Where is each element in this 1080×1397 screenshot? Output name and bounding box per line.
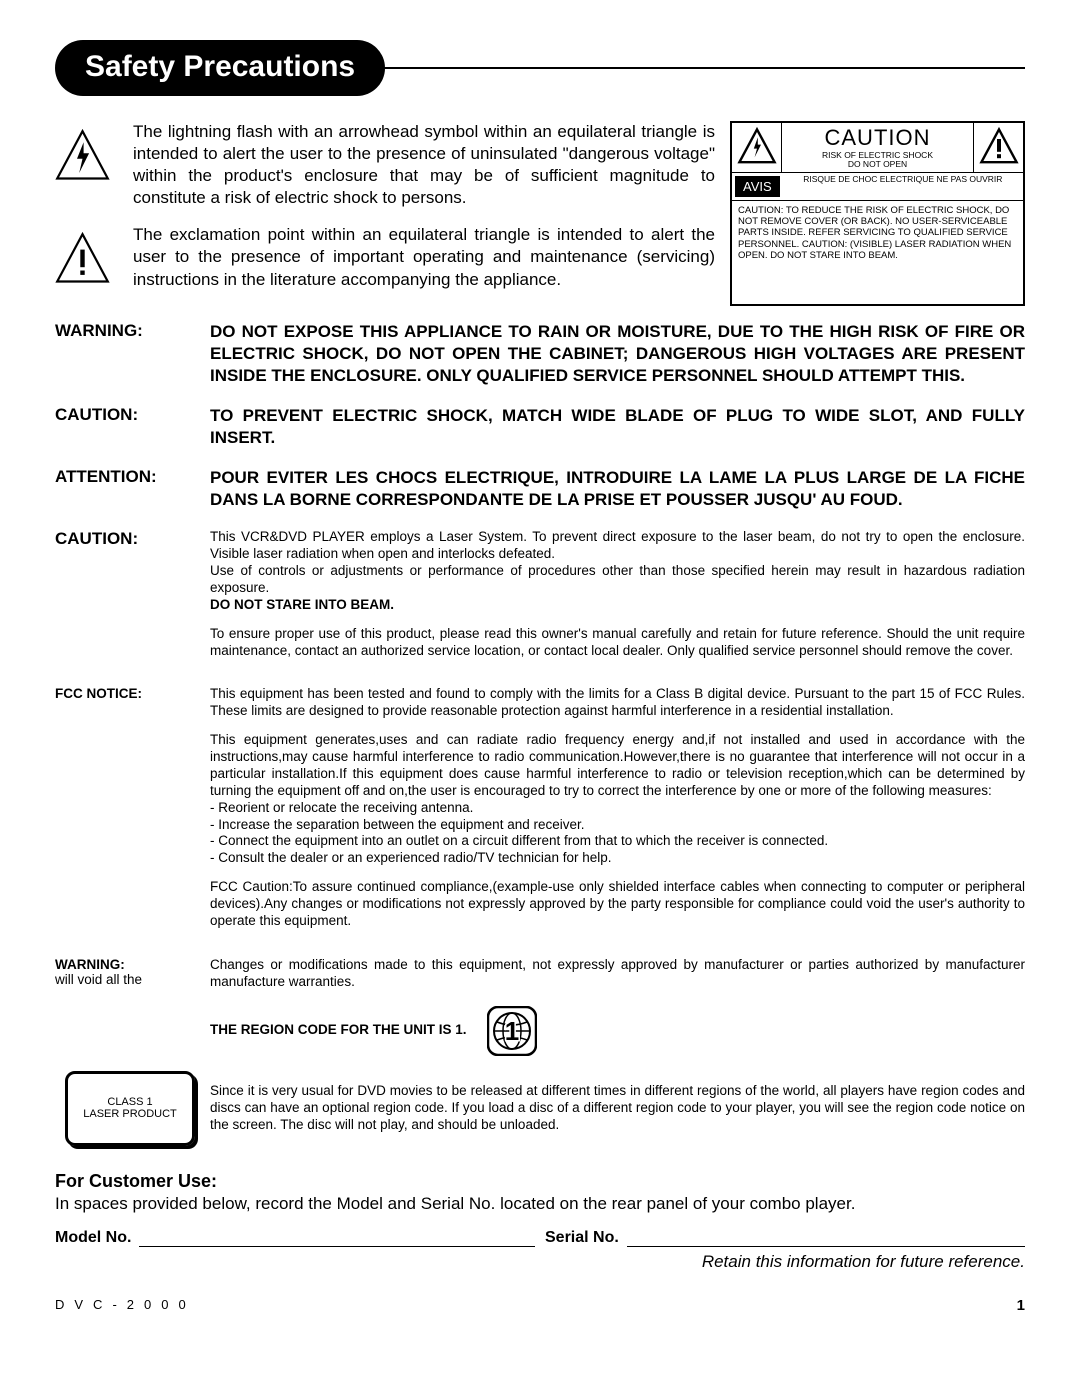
customer-use-heading: For Customer Use: — [55, 1171, 1025, 1192]
page-number: 1 — [1017, 1297, 1025, 1314]
caution1-body: TO PREVENT ELECTRIC SHOCK, MATCH WIDE BL… — [210, 405, 1025, 449]
caution-lightning-icon — [732, 123, 782, 172]
avis-label: AVIS — [735, 176, 780, 197]
caution-title: CAUTION — [785, 125, 970, 151]
fcc-body: This equipment has been tested and found… — [210, 686, 1025, 941]
warning-body: DO NOT EXPOSE THIS APPLIANCE TO RAIN OR … — [210, 321, 1025, 387]
warning2-sub: will void all the — [55, 972, 210, 987]
caution2-body: This VCR&DVD PLAYER employs a Laser Syst… — [210, 529, 1025, 671]
caution-bottom-text: CAUTION: TO REDUCE THE RISK OF ELECTRIC … — [732, 201, 1023, 266]
warning-label: WARNING: — [55, 321, 210, 387]
caution2-p3: DO NOT STARE INTO BEAM. — [210, 597, 1025, 614]
model-no-label: Model No. — [55, 1229, 131, 1247]
serial-no-label: Serial No. — [545, 1229, 619, 1247]
exclamation-description: The exclamation point within an equilate… — [133, 224, 715, 290]
svg-text:1: 1 — [504, 1016, 518, 1046]
laser-line2: LASER PRODUCT — [83, 1108, 177, 1120]
warning2-body: Changes or modifications made to this eq… — [210, 957, 1025, 991]
fcc-b4: - Consult the dealer or an experienced r… — [210, 850, 1025, 867]
fcc-p2: This equipment generates,uses and can ra… — [210, 732, 1025, 800]
lightning-description: The lightning flash with an arrowhead sy… — [133, 121, 715, 209]
caution-label-box: CAUTION RISK OF ELECTRIC SHOCK DO NOT OP… — [730, 121, 1025, 306]
caution2-p1: This VCR&DVD PLAYER employs a Laser Syst… — [210, 529, 1025, 563]
exclamation-triangle-icon — [55, 224, 115, 290]
region-description: Since it is very usual for DVD movies to… — [210, 1083, 1025, 1134]
attention-label: ATTENTION: — [55, 467, 210, 511]
laser-line1: CLASS 1 — [107, 1096, 152, 1108]
footer-model: DVC-2000 — [55, 1297, 196, 1314]
attention-body: POUR EVITER LES CHOCS ELECTRIQUE, INTROD… — [210, 467, 1025, 511]
fcc-p3: FCC Caution:To assure continued complian… — [210, 879, 1025, 930]
region-code-text: THE REGION CODE FOR THE UNIT IS 1. — [210, 1022, 467, 1039]
region-globe-icon: 1 — [487, 1006, 537, 1056]
class1-laser-label: CLASS 1 LASER PRODUCT — [65, 1071, 195, 1146]
caution2-label: CAUTION: — [55, 529, 210, 671]
caution2-p2: Use of controls or adjustments or perfor… — [210, 563, 1025, 597]
caution-sub2: DO NOT OPEN — [785, 160, 970, 169]
model-no-field[interactable] — [139, 1233, 535, 1247]
page-title: Safety Precautions — [55, 40, 385, 96]
avis-text: RISQUE DE CHOC ELECTRIQUE NE PAS OUVRIR — [783, 173, 1023, 200]
caution-exclam-icon — [973, 123, 1023, 172]
fcc-b2: - Increase the separation between the eq… — [210, 817, 1025, 834]
caution1-label: CAUTION: — [55, 405, 210, 449]
retain-note: Retain this information for future refer… — [55, 1252, 1025, 1272]
fcc-b3: - Connect the equipment into an outlet o… — [210, 833, 1025, 850]
fcc-p1: This equipment has been tested and found… — [210, 686, 1025, 720]
fcc-label: FCC NOTICE: — [55, 686, 210, 941]
title-rule — [384, 67, 1025, 69]
fcc-b1: - Reorient or relocate the receiving ant… — [210, 800, 1025, 817]
lightning-triangle-icon — [55, 121, 115, 209]
customer-use-line: In spaces provided below, record the Mod… — [55, 1194, 1025, 1214]
caution2-p4: To ensure proper use of this product, pl… — [210, 626, 1025, 660]
serial-no-field[interactable] — [627, 1233, 1025, 1247]
warning2-label: WARNING: — [55, 957, 210, 972]
